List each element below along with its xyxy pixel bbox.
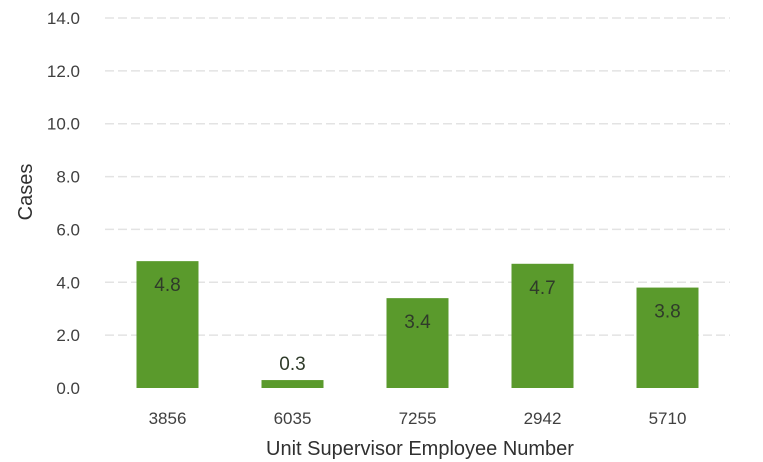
bar [386, 298, 449, 388]
bars [136, 261, 699, 388]
bar-value-labels: 4.8 0.3 3.4 4.7 3.8 [154, 275, 680, 375]
y-tick-label: 0.0 [56, 379, 80, 398]
y-tick-label: 2.0 [56, 326, 80, 345]
y-tick-label: 10.0 [47, 115, 80, 134]
bar-value-label: 0.3 [279, 354, 305, 375]
gridlines [105, 17, 730, 336]
x-tick-label: 5710 [649, 409, 687, 428]
y-axis-ticks: 0.0 2.0 4.0 6.0 8.0 10.0 12.0 14.0 [47, 9, 80, 398]
x-tick-label: 6035 [274, 409, 312, 428]
x-axis-ticks: 3856 6035 7255 2942 5710 [149, 409, 687, 428]
bar-value-label: 3.8 [654, 302, 680, 323]
bar [261, 380, 324, 388]
y-axis-title: Cases [15, 164, 37, 221]
bar-value-label: 4.7 [529, 278, 555, 299]
y-tick-label: 8.0 [56, 168, 80, 187]
bar [636, 287, 699, 388]
y-tick-label: 6.0 [56, 220, 80, 239]
y-tick-label: 12.0 [47, 62, 80, 81]
bar-value-label: 4.8 [154, 275, 180, 296]
y-tick-label: 14.0 [47, 9, 80, 28]
x-tick-label: 2942 [524, 409, 562, 428]
bar-value-label: 3.4 [404, 312, 431, 333]
x-tick-label: 7255 [399, 409, 437, 428]
bar [136, 261, 199, 388]
bar [511, 263, 574, 388]
x-axis-title: Unit Supervisor Employee Number [266, 438, 574, 460]
x-tick-label: 3856 [149, 409, 187, 428]
y-tick-label: 4.0 [56, 273, 80, 292]
